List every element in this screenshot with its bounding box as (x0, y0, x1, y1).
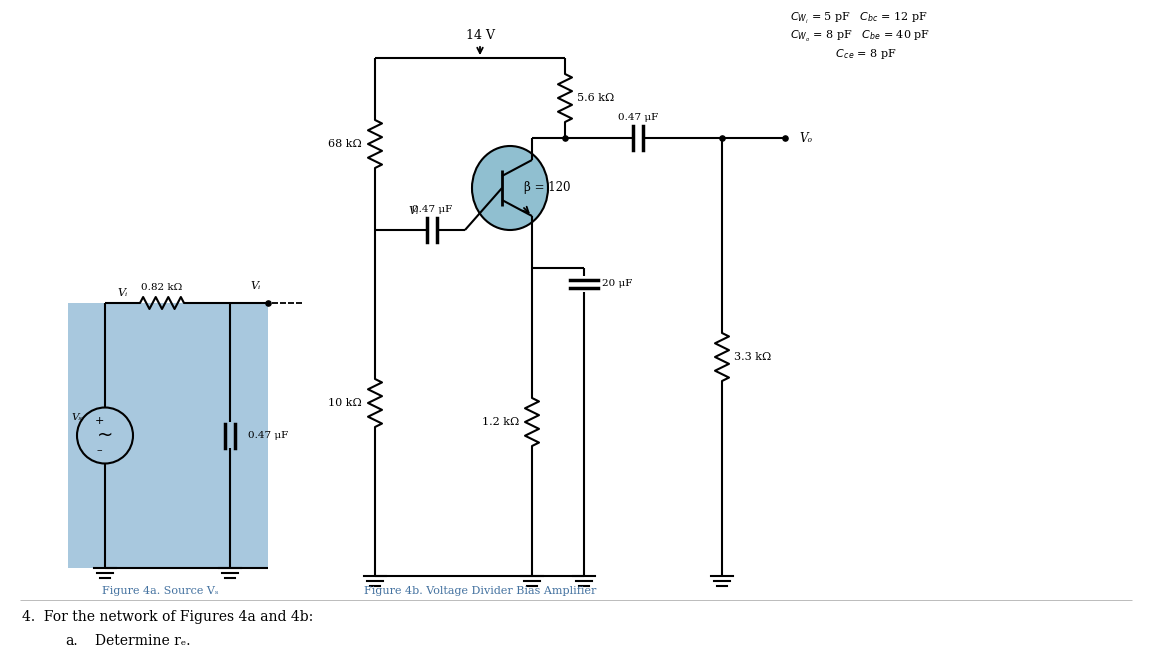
Text: –: – (96, 446, 101, 456)
Text: 0.82 kΩ: 0.82 kΩ (142, 283, 183, 292)
Ellipse shape (472, 146, 548, 230)
Text: 20 μF: 20 μF (602, 279, 632, 288)
Text: Vᵢ: Vᵢ (409, 206, 419, 216)
Text: ~: ~ (97, 426, 113, 445)
Text: $C_{W_i}$ = 5 pF   $C_{bc}$ = 12 pF: $C_{W_i}$ = 5 pF $C_{bc}$ = 12 pF (790, 10, 927, 25)
Text: Figure 4b. Voltage Divider Bias Amplifier: Figure 4b. Voltage Divider Bias Amplifie… (364, 586, 597, 596)
Text: 14 V: 14 V (465, 29, 494, 42)
Text: Vₒ: Vₒ (799, 132, 812, 145)
Bar (68, 303, 268, 568)
Text: $C_{W_o}$ = 8 pF   $C_{be}$ = 40 pF: $C_{W_o}$ = 8 pF $C_{be}$ = 40 pF (790, 29, 930, 43)
Text: Vᵢ: Vᵢ (118, 288, 128, 298)
Text: 10 kΩ: 10 kΩ (328, 398, 362, 408)
Text: 0.47 μF: 0.47 μF (248, 431, 288, 440)
Text: 3.3 kΩ: 3.3 kΩ (734, 352, 771, 362)
Text: 4.  For the network of Figures 4a and 4b:: 4. For the network of Figures 4a and 4b: (22, 610, 313, 624)
Text: 5.6 kΩ: 5.6 kΩ (577, 93, 614, 103)
Text: β = 120: β = 120 (524, 181, 570, 194)
Text: Vᵢ: Vᵢ (251, 281, 262, 291)
Text: 0.47 μF: 0.47 μF (617, 113, 658, 122)
Text: a.: a. (66, 634, 78, 648)
Text: Vₛ: Vₛ (71, 413, 83, 422)
Text: +: + (94, 415, 104, 426)
Text: 68 kΩ: 68 kΩ (328, 139, 362, 149)
Text: Figure 4a. Source Vₛ: Figure 4a. Source Vₛ (101, 586, 219, 596)
Text: 1.2 kΩ: 1.2 kΩ (482, 417, 520, 427)
Text: 0.47 μF: 0.47 μF (412, 205, 452, 214)
Text: $C_{ce}$ = 8 pF: $C_{ce}$ = 8 pF (790, 47, 896, 61)
Text: Determine rₑ.: Determine rₑ. (94, 634, 190, 648)
